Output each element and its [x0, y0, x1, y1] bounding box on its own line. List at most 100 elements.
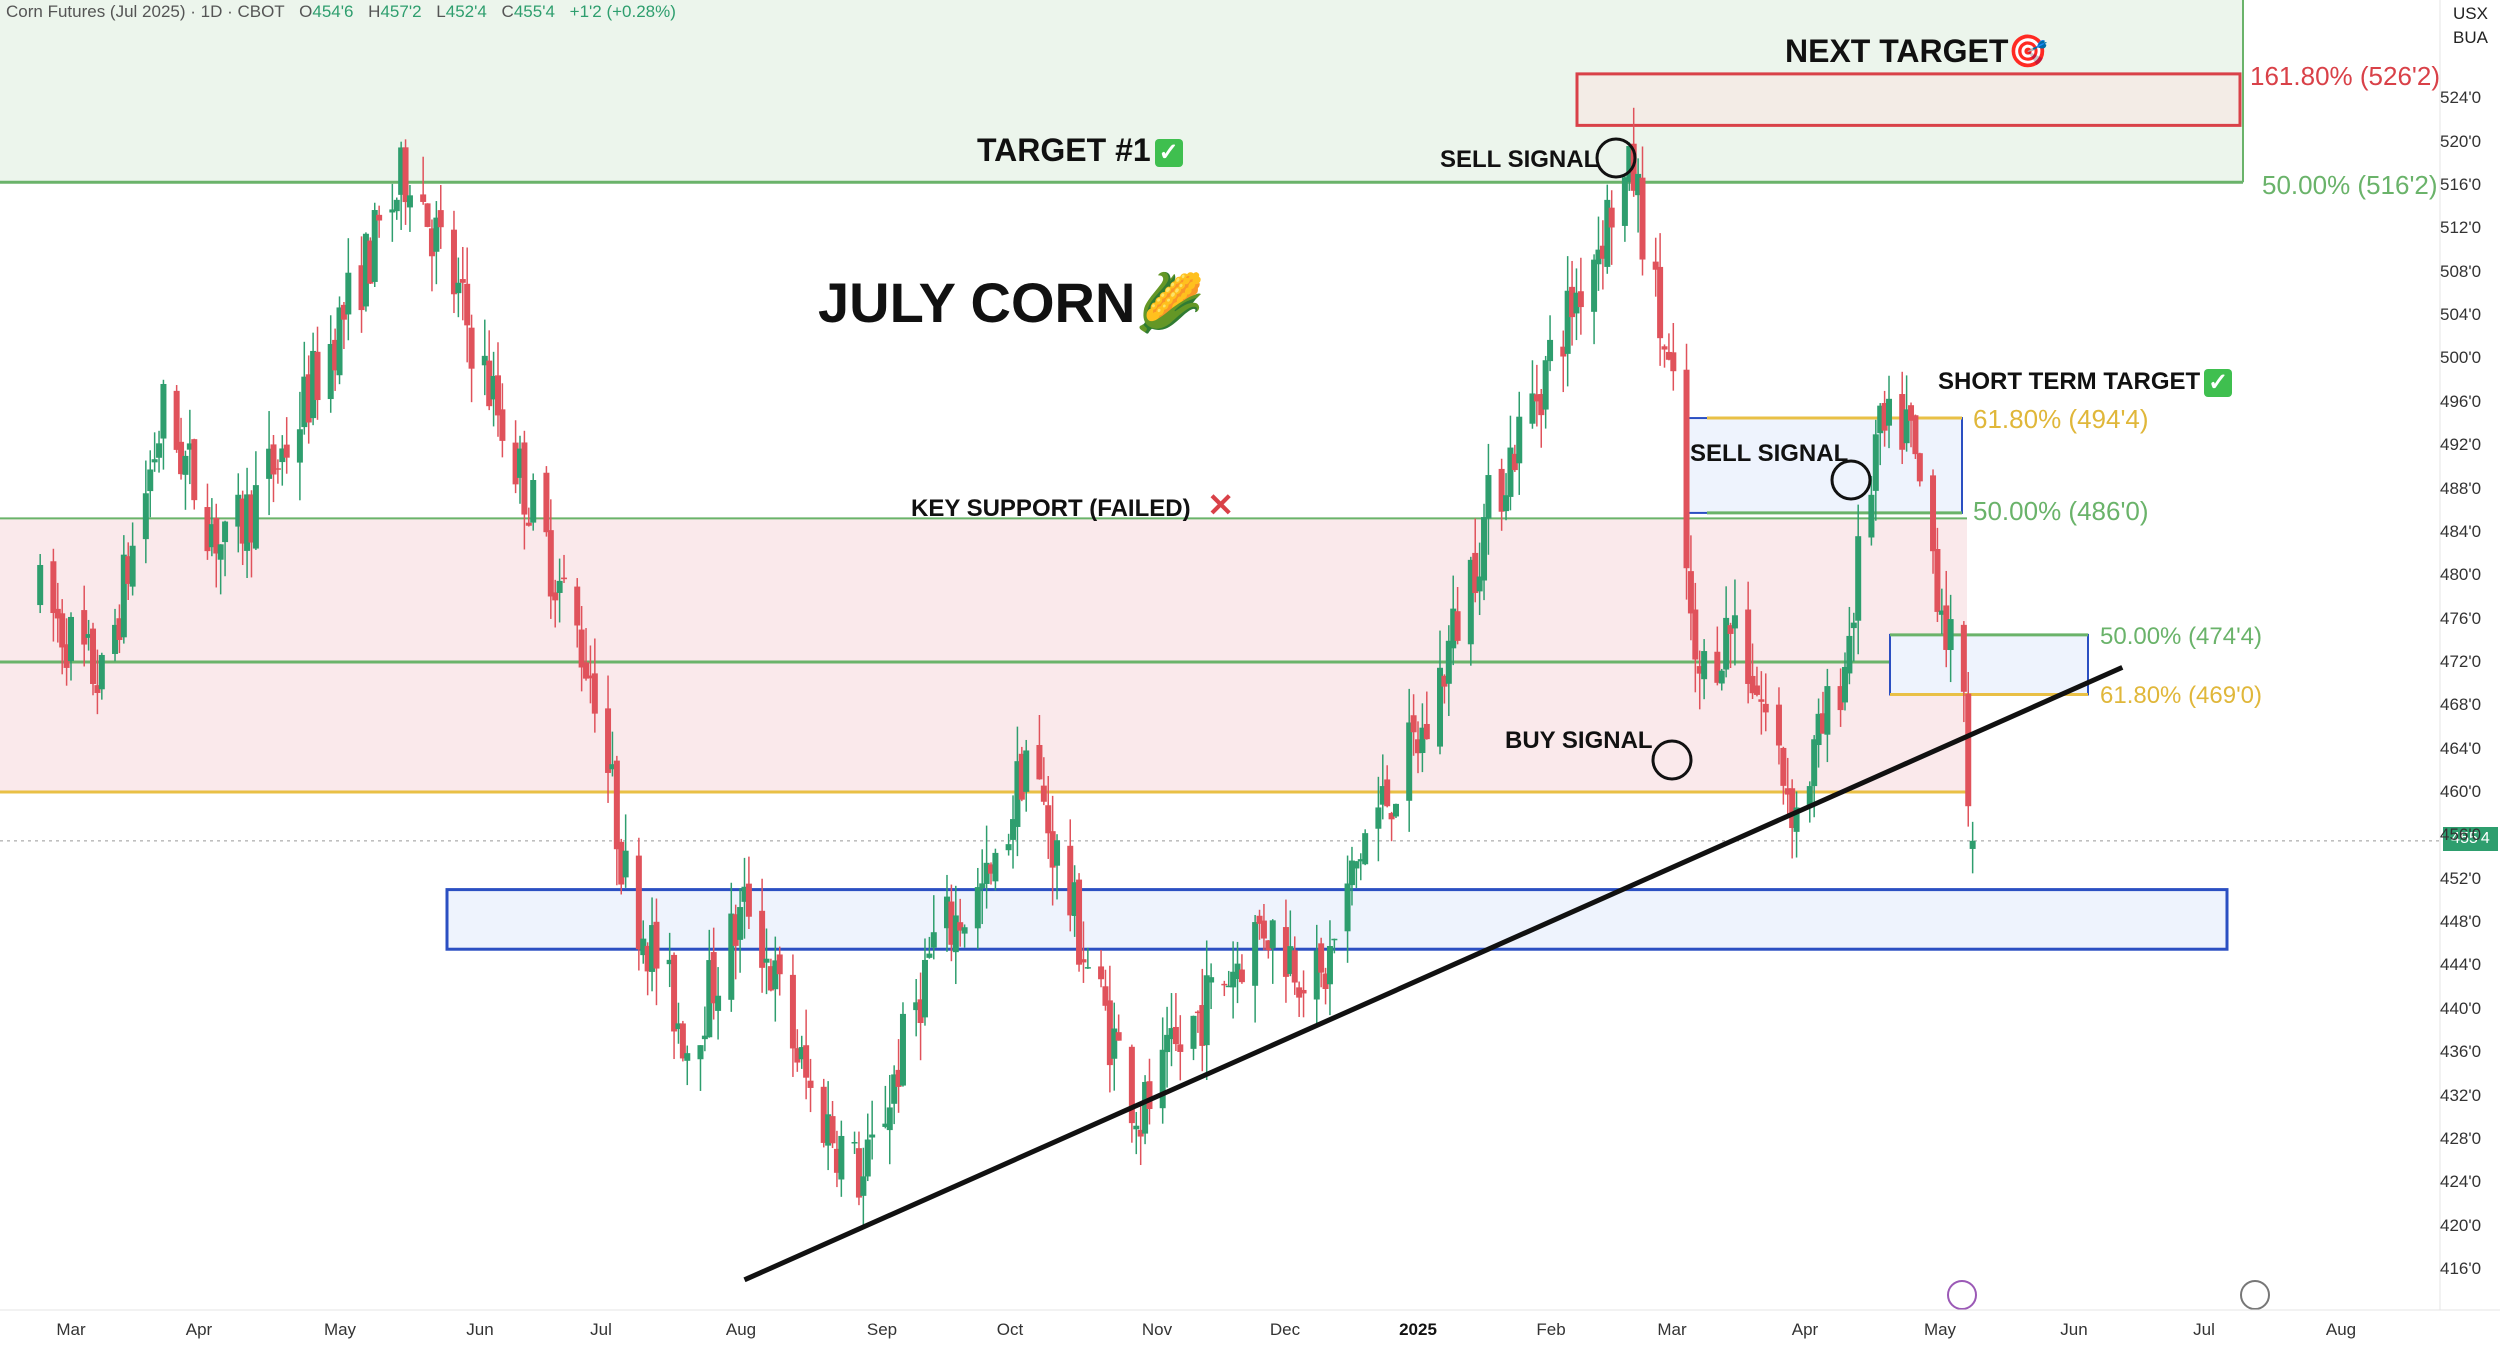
candle-body — [829, 1116, 836, 1144]
candle-body — [525, 522, 532, 526]
candle-body — [679, 1023, 686, 1059]
y-tick-label: 452'0 — [2440, 868, 2482, 888]
candle-body — [1661, 346, 1668, 350]
x-tick-label: Aug — [725, 1320, 757, 1339]
candle-body — [1225, 985, 1232, 988]
candle-body — [1406, 722, 1413, 801]
candle-body — [1423, 723, 1430, 740]
y-tick-label: 428'0 — [2440, 1128, 2482, 1148]
x-tick-label: May — [1923, 1320, 1957, 1339]
candle-body — [1819, 713, 1826, 734]
earnings-icon — [2240, 1280, 2270, 1310]
candle-body — [649, 925, 656, 972]
currency-selector[interactable]: USX BUA — [2453, 2, 2488, 50]
candle-body — [1177, 1044, 1184, 1052]
candle-body — [1357, 859, 1364, 862]
candle-body — [332, 339, 339, 371]
y-tick-label: 440'0 — [2440, 998, 2482, 1018]
candle-body — [1190, 1015, 1197, 1049]
ohlc-header: Corn Futures (Jul 2025) · 1D · CBOT O454… — [6, 2, 676, 21]
candle-body — [1811, 739, 1818, 787]
candle-body — [772, 960, 779, 990]
candle-body — [1837, 686, 1844, 711]
candle-body — [671, 954, 678, 1032]
candle-body — [675, 1023, 682, 1030]
candle-body — [402, 147, 409, 203]
y-tick-label: 460'0 — [2440, 782, 2482, 802]
sell-signal-label-1: SELL SIGNAL — [1440, 146, 1599, 173]
candle-body — [741, 886, 748, 902]
candle-body — [327, 343, 334, 400]
candle-body — [376, 214, 383, 221]
candle-body — [1714, 651, 1721, 683]
y-tick-label: 500'0 — [2440, 348, 2482, 368]
candle-body — [459, 279, 466, 283]
candle-body — [279, 448, 286, 463]
y-tick-label: 436'0 — [2440, 1042, 2482, 1062]
candle-body — [552, 592, 559, 601]
candle-body — [1159, 1049, 1166, 1109]
unit-label: BUA — [2453, 28, 2488, 47]
candle-body — [389, 209, 396, 213]
candle-body — [1115, 1032, 1122, 1041]
retrace-box — [1889, 633, 2089, 696]
buy-signal-circle — [1651, 739, 1693, 781]
candle-body — [1234, 963, 1241, 980]
candle-body — [1441, 675, 1448, 687]
candle-body — [543, 472, 550, 533]
candle-body — [1621, 177, 1628, 226]
candle-body — [587, 675, 594, 679]
candle-body — [1930, 475, 1937, 552]
candle-body — [622, 850, 629, 878]
y-tick-label: 492'0 — [2440, 435, 2482, 455]
check-icon: ✓ — [1154, 138, 1183, 167]
candle-body — [239, 498, 246, 544]
candle-body — [640, 938, 647, 956]
candle-body — [235, 494, 242, 527]
candle-body — [1291, 950, 1298, 983]
candle-body — [895, 1069, 902, 1087]
candle-body — [1577, 291, 1584, 308]
candle-body — [358, 265, 365, 311]
candle-body — [1076, 879, 1083, 965]
candle-body — [1010, 819, 1017, 840]
candle-body — [1762, 703, 1769, 713]
candle-body — [450, 229, 457, 295]
candle-body — [684, 1053, 691, 1061]
candle-body — [776, 954, 783, 975]
candle-body — [1547, 339, 1554, 362]
target1-label: TARGET #1 ✓ — [977, 132, 1183, 169]
y-tick-label: 468'0 — [2440, 695, 2482, 715]
candle-body — [1102, 986, 1109, 1006]
fib-618-short-label: 61.80% (494'4) — [1973, 404, 2149, 434]
candle-body — [1626, 146, 1633, 182]
instrument-name: Corn Futures (Jul 2025) · 1D · CBOT — [6, 2, 285, 21]
candle-body — [1749, 675, 1756, 694]
candle-body — [737, 907, 744, 940]
x-tick-label: Jun — [466, 1320, 494, 1339]
candle-body — [1696, 666, 1703, 674]
x-tick-label: Apr — [1791, 1320, 1819, 1339]
candle-body — [1569, 286, 1576, 318]
candle-body — [789, 974, 796, 1049]
short-term-target-label: SHORT TERM TARGET ✓ — [1938, 368, 2233, 397]
candle-body — [1137, 1129, 1144, 1137]
candle-body — [728, 913, 735, 1000]
candle-body — [948, 901, 955, 945]
candle-body — [1731, 615, 1738, 629]
candle-body — [151, 459, 158, 463]
candle-body — [494, 375, 501, 416]
y-tick-label: 496'0 — [2440, 391, 2482, 411]
candle-body — [591, 673, 598, 714]
low-value: 452'4 — [445, 2, 487, 21]
candle-body — [1260, 920, 1267, 939]
candle-body — [1573, 292, 1580, 314]
x-tick-label: Nov — [1141, 1320, 1173, 1339]
candle-body — [1723, 617, 1730, 670]
candle-body — [398, 147, 405, 195]
candle-body — [1410, 715, 1417, 733]
candle-body — [367, 240, 374, 284]
candle-body — [481, 355, 488, 366]
